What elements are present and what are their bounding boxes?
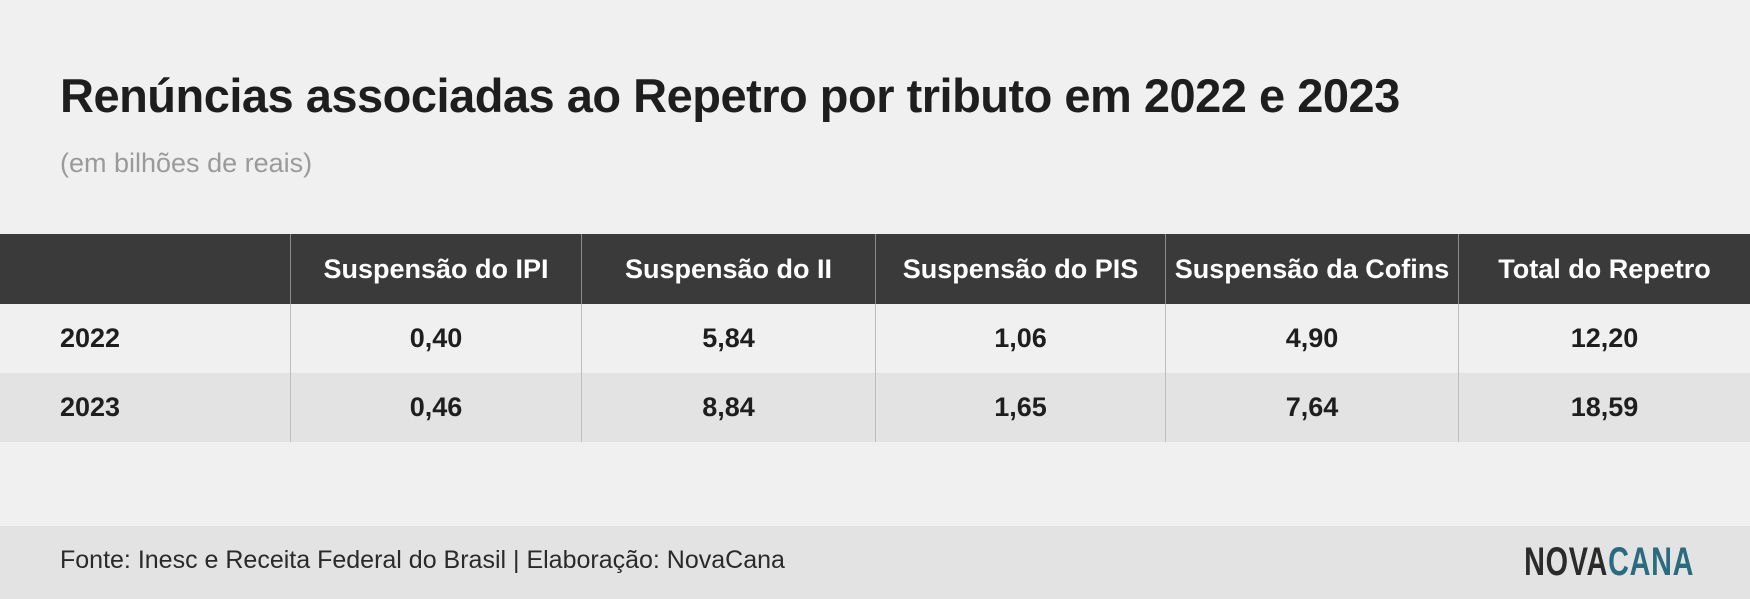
header-cell bbox=[0, 234, 290, 304]
table-cell: 1,06 bbox=[875, 304, 1165, 373]
table-cell: 7,64 bbox=[1165, 373, 1458, 442]
footer: Fonte: Inesc e Receita Federal do Brasil… bbox=[0, 526, 1750, 599]
header-row: Suspensão do IPI Suspensão do II Suspensão… bbox=[0, 234, 1750, 304]
header-cell: Suspensão da Cofins bbox=[1165, 234, 1458, 304]
logo: NOVACANA bbox=[1524, 540, 1694, 585]
header-cell: Suspensão do II bbox=[581, 234, 875, 304]
table-row: 2023 0,46 8,84 1,65 7,64 18,59 bbox=[0, 373, 1750, 442]
title: Renúncias associadas ao Repetro por trib… bbox=[60, 69, 1400, 122]
header-cell: Suspensão do IPI bbox=[290, 234, 581, 304]
table-cell: 1,65 bbox=[875, 373, 1165, 442]
row-label: 2022 bbox=[60, 323, 121, 353]
row-label: 2023 bbox=[60, 392, 121, 422]
header-cell: Suspensão do PIS bbox=[875, 234, 1165, 304]
table-cell: 0,40 bbox=[290, 304, 581, 373]
table-cell: 12,20 bbox=[1458, 304, 1750, 373]
table-row: 2022 0,40 5,84 1,06 4,90 12,20 bbox=[0, 304, 1750, 373]
logo-part: CANA bbox=[1607, 540, 1694, 584]
source: Fonte: Inesc e Receita Federal do Brasil… bbox=[60, 546, 785, 574]
logo-part: NOVA bbox=[1523, 540, 1608, 584]
table-cell: 18,59 bbox=[1458, 373, 1750, 442]
table-cell: 8,84 bbox=[581, 373, 875, 442]
subtitle: (em bilhões de reais) bbox=[60, 148, 313, 178]
table-cell: 4,90 bbox=[1165, 304, 1458, 373]
table-cell: 0,46 bbox=[290, 373, 581, 442]
table-cell: 5,84 bbox=[581, 304, 875, 373]
header-cell: Total do Repetro bbox=[1458, 234, 1750, 304]
